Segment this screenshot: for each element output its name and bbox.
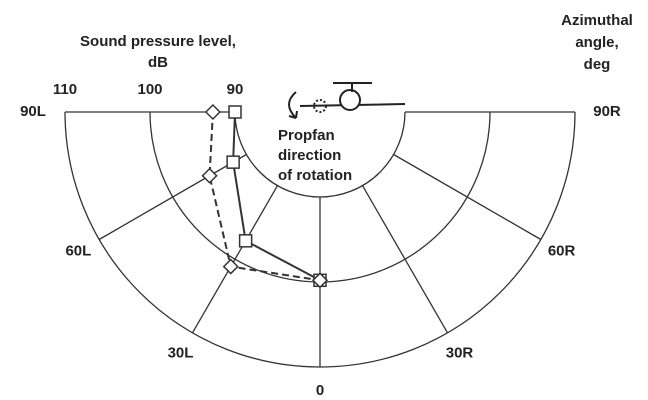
x-tick-label: 90L [20,103,46,120]
axis-label: deg [584,56,611,73]
square-marker [228,105,242,119]
axis-label: Sound pressure level, [80,33,236,50]
x-tick-label: 90R [593,103,621,120]
x-tick-label: 0 [316,382,324,399]
axis-label: Azimuthal [561,12,633,29]
spoke [98,153,247,241]
series-line [208,111,321,282]
x-tick-label: 60L [65,242,91,259]
square-marker [226,155,240,169]
diamond-marker [311,272,329,289]
spoke [393,153,542,241]
spoke [361,185,449,334]
r-tick-label: 110 [53,81,77,98]
ring [234,111,406,198]
r-tick-label: 90 [227,81,244,98]
diamond-marker [222,258,239,275]
spoke [191,185,279,334]
annotation: direction [278,147,341,164]
square-marker [238,234,253,248]
x-tick-label: 30R [446,345,474,362]
diamond-marker [201,167,218,184]
annotation: Propfan [278,127,335,144]
x-tick-label: 60R [548,242,576,259]
annotation: of rotation [278,167,352,184]
axis-label: dB [148,54,168,71]
series-line [232,111,321,282]
axis-label: angle, [575,34,618,51]
x-tick-label: 30L [168,345,194,362]
diamond-marker [204,103,221,121]
aircraft-icon [288,82,406,119]
r-tick-label: 100 [137,81,162,98]
